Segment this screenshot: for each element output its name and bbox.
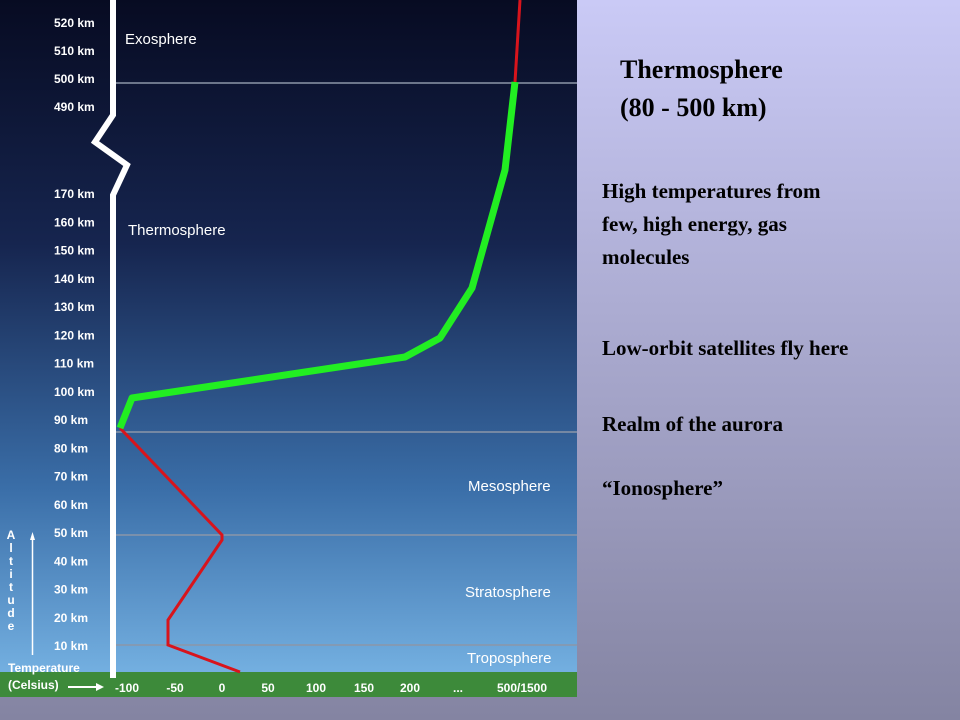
temperature-label: Temperature xyxy=(8,661,80,675)
temperature-tick: 200 xyxy=(400,681,420,695)
temperature-tick: 150 xyxy=(354,681,374,695)
altitude-label: 30 km xyxy=(54,583,88,597)
altitude-label: 50 km xyxy=(54,526,88,540)
altitude-label: 40 km xyxy=(54,554,88,568)
temperature-profile-lower xyxy=(118,426,241,674)
layer-name: Stratosphere xyxy=(465,584,551,601)
temperature-tick: 500/1500 xyxy=(497,681,547,695)
arrow-head xyxy=(96,683,104,691)
altitude-axis-title: Altitude xyxy=(4,528,18,632)
arrow-head xyxy=(30,532,35,540)
altitude-label: 10 km xyxy=(54,639,88,653)
altitude-label: 490 km xyxy=(54,100,95,114)
altitude-label: 80 km xyxy=(54,441,88,455)
temperature-tick: -50 xyxy=(166,681,184,695)
layer-name: Thermosphere xyxy=(128,222,226,239)
altitude-label: 120 km xyxy=(54,328,95,342)
altitude-label: 130 km xyxy=(54,300,95,314)
altitude-label: 140 km xyxy=(54,272,95,286)
temperature-profile-upper xyxy=(513,0,522,83)
sky-panel xyxy=(0,0,577,697)
temperature-tick: 50 xyxy=(261,681,275,695)
temperature-tick: 0 xyxy=(219,681,226,695)
altitude-label: 20 km xyxy=(54,611,88,625)
slide-title: (80 - 500 km) xyxy=(620,93,767,122)
layer-name: Troposphere xyxy=(467,650,552,667)
slide-title: Thermosphere xyxy=(620,55,783,84)
layer-name: Exosphere xyxy=(125,31,197,48)
layer-boundaries xyxy=(116,82,577,646)
ground xyxy=(0,672,577,697)
altitude-label: 510 km xyxy=(54,44,95,58)
altitude-bar xyxy=(90,0,131,678)
slide-point: few, high energy, gas xyxy=(602,212,787,236)
altitude-label: 70 km xyxy=(54,470,88,484)
temperature-label: (Celsius) xyxy=(8,678,59,692)
altitude-label: 160 km xyxy=(54,215,95,229)
altitude-label: 110 km xyxy=(54,357,94,371)
altitude-label: 60 km xyxy=(54,498,88,512)
slide-point: High temperatures from xyxy=(602,179,821,203)
slide-point: “Ionosphere” xyxy=(602,476,723,500)
altitude-label: 170 km xyxy=(54,187,95,201)
altitude-label: 520 km xyxy=(54,16,95,30)
thermosphere-profile xyxy=(116,81,519,430)
altitude-label: 150 km xyxy=(54,244,95,258)
temperature-tick: -100 xyxy=(115,681,139,695)
temperature-tick: 100 xyxy=(306,681,326,695)
slide-point: molecules xyxy=(602,245,689,269)
layer-name: Mesosphere xyxy=(468,478,551,495)
altitude-label: 90 km xyxy=(54,413,88,427)
altitude-label: 100 km xyxy=(54,385,95,399)
temperature-tick: ... xyxy=(453,681,463,695)
slide-point: Low-orbit satellites fly here xyxy=(602,336,848,360)
slide-point: Realm of the aurora xyxy=(602,412,783,436)
altitude-label: 500 km xyxy=(54,72,95,86)
